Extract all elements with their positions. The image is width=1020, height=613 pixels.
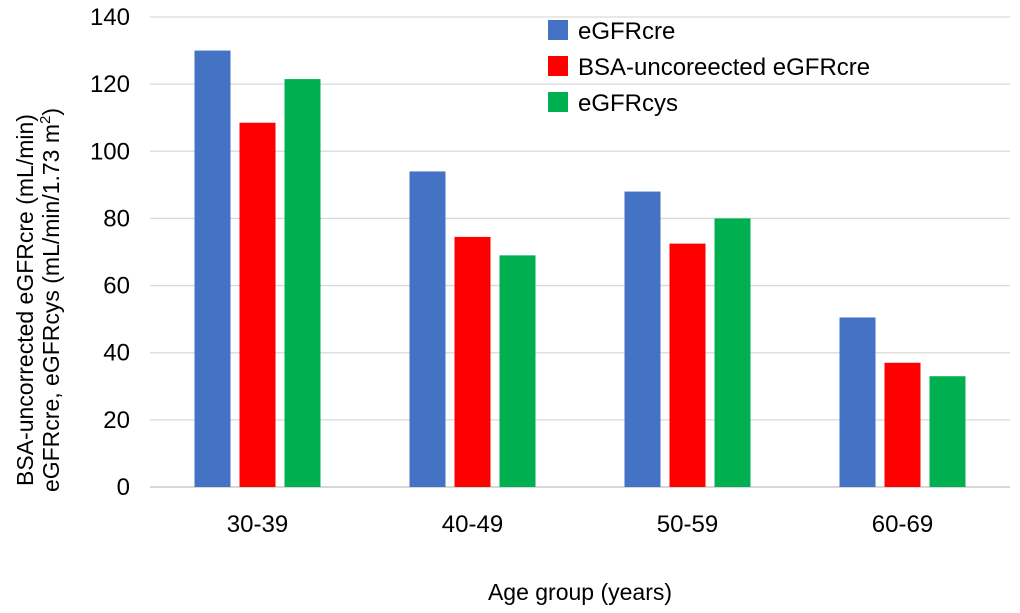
bar-egfrcys-50-59	[714, 218, 751, 487]
legend-label: eGFRcys	[578, 90, 678, 117]
bar-egfrcre-30-39	[194, 50, 231, 487]
x-axis-title: Age group (years)	[488, 579, 672, 605]
y-tick-label: 80	[103, 205, 130, 232]
x-category-label: 40-49	[442, 511, 503, 538]
y-tick-label: 120	[90, 71, 130, 98]
legend-label: BSA-uncoreected eGFRcre	[578, 54, 870, 81]
bars	[194, 50, 966, 488]
x-axis-categories: 30-39 40-49 50-59 60-69	[227, 511, 933, 538]
y-axis-title-line2-suffix: )	[38, 108, 64, 116]
y-tick-label: 100	[90, 138, 130, 165]
legend-swatch	[548, 56, 568, 76]
y-axis-ticks: 0 20 40 60 80 100 120 140	[90, 4, 130, 501]
bar-bsa-uncoreected-egfrcre-40-49	[454, 236, 491, 487]
x-category-label: 30-39	[227, 511, 288, 538]
bar-egfrcre-60-69	[839, 317, 876, 487]
bar-bsa-uncoreected-egfrcre-30-39	[239, 122, 276, 487]
bar-egfrcre-50-59	[624, 191, 661, 488]
y-axis-title: BSA-uncorrected eGFRcre (mL/min) eGFRcre…	[12, 108, 64, 492]
y-tick-label: 140	[90, 4, 130, 31]
y-tick-label: 0	[117, 474, 130, 501]
bar-bsa-uncoreected-egfrcre-50-59	[669, 243, 706, 487]
x-category-label: 50-59	[657, 511, 718, 538]
y-axis-title-line2-sup: 2	[37, 116, 54, 124]
gridlines	[150, 16, 1010, 488]
legend-swatch	[548, 92, 568, 112]
x-category-label: 60-69	[872, 511, 933, 538]
legend-swatch	[548, 20, 568, 40]
legend: eGFRcre BSA-uncoreected eGFRcre eGFRcys	[548, 18, 870, 117]
legend-label: eGFRcre	[578, 18, 675, 45]
bar-egfrcys-30-39	[284, 79, 321, 487]
y-axis-title-line2-prefix: eGFRcre, eGFRcys (mL/min/1.73 m	[38, 124, 64, 492]
y-axis-title-line1: BSA-uncorrected eGFRcre (mL/min)	[12, 114, 38, 486]
y-tick-label: 40	[103, 340, 130, 367]
bar-egfrcre-40-49	[409, 171, 446, 487]
bar-bsa-uncoreected-egfrcre-60-69	[884, 362, 921, 487]
y-tick-label: 20	[103, 407, 130, 434]
bar-egfrcys-40-49	[499, 255, 536, 487]
bar-egfrcys-60-69	[929, 376, 966, 487]
y-tick-label: 60	[103, 273, 130, 300]
y-axis-title-line2: eGFRcre, eGFRcys (mL/min/1.73 m2)	[37, 108, 64, 492]
